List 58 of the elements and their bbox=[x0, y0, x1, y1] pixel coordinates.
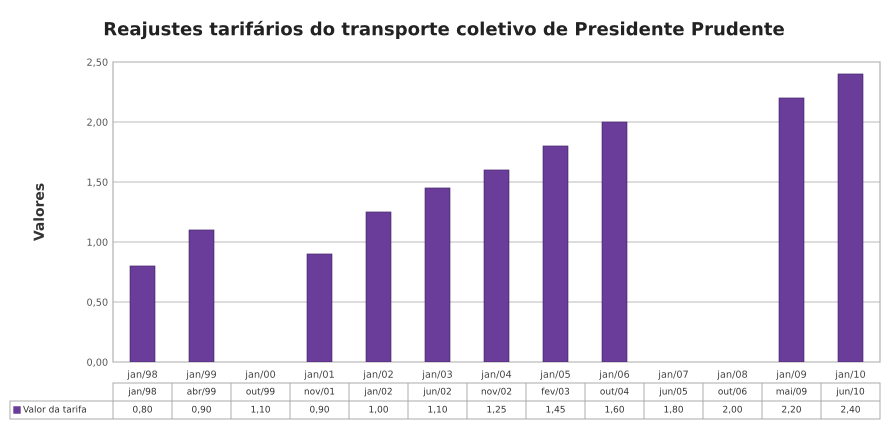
text: out/06 bbox=[718, 388, 747, 396]
x-tick-label: jan/10 bbox=[835, 370, 866, 380]
text: 0,90 bbox=[310, 406, 329, 414]
bar bbox=[778, 98, 804, 362]
bar bbox=[366, 212, 392, 362]
text: 1,80 bbox=[664, 406, 683, 414]
bar bbox=[838, 74, 864, 362]
text: out/04 bbox=[600, 388, 629, 396]
bar bbox=[542, 146, 568, 362]
text: 0,80 bbox=[133, 406, 152, 414]
x-tick-label: jan/06 bbox=[599, 370, 630, 380]
bar bbox=[306, 254, 332, 362]
text: jun/02 bbox=[423, 388, 451, 396]
text: 2,00 bbox=[723, 406, 742, 414]
text: 1,00 bbox=[369, 406, 388, 414]
x-tick-label: jan/01 bbox=[304, 370, 334, 380]
x-tick-label: jan/00 bbox=[245, 370, 276, 380]
y-axis-title: Valores bbox=[33, 184, 44, 242]
y-tick-label: 1,00 bbox=[88, 238, 108, 247]
text: 2,40 bbox=[841, 406, 860, 414]
x-tick-label: jan/07 bbox=[658, 370, 688, 380]
text: nov/01 bbox=[304, 388, 334, 396]
x-tick-label: jan/08 bbox=[717, 370, 748, 380]
text: 1,45 bbox=[546, 406, 565, 414]
text: mai/09 bbox=[776, 388, 807, 396]
x-tick-label: jan/03 bbox=[422, 370, 452, 380]
text: jan/98 bbox=[128, 388, 156, 396]
text: 1,25 bbox=[487, 406, 506, 414]
text: 1,60 bbox=[605, 406, 624, 414]
text: jun/05 bbox=[659, 388, 687, 396]
bar bbox=[484, 170, 510, 362]
text: abr/99 bbox=[187, 388, 216, 396]
y-tick-label: 2,50 bbox=[87, 58, 108, 67]
x-tick-label: jan/99 bbox=[186, 370, 216, 380]
text: fev/03 bbox=[541, 388, 570, 396]
bar bbox=[424, 188, 450, 362]
text: 1,10 bbox=[251, 406, 270, 414]
text: out/99 bbox=[246, 388, 275, 396]
text: 0,90 bbox=[192, 406, 211, 414]
y-tick-label: 2,00 bbox=[87, 118, 108, 127]
x-tick-label: jan/98 bbox=[127, 370, 158, 380]
legend-label: Valor da tarifa bbox=[23, 406, 86, 413]
x-tick-label: jan/04 bbox=[481, 370, 512, 380]
bar bbox=[602, 122, 628, 362]
text: nov/02 bbox=[482, 388, 512, 396]
x-tick-label: jan/02 bbox=[363, 370, 393, 380]
bar bbox=[188, 230, 214, 362]
x-tick-label: jan/09 bbox=[776, 370, 806, 380]
text: jan/02 bbox=[364, 388, 392, 396]
x-tick-label: jan/05 bbox=[540, 370, 570, 380]
text: jun/10 bbox=[836, 388, 864, 396]
y-tick-label: 0,00 bbox=[87, 358, 108, 367]
text: 1,10 bbox=[428, 406, 447, 414]
text: 2,20 bbox=[782, 406, 801, 414]
chart-title: Reajustes tarifários do transporte coletivo de Presidente Prudente bbox=[104, 20, 784, 40]
bar bbox=[130, 266, 156, 362]
y-tick-label: 0,50 bbox=[87, 298, 108, 307]
y-tick-label: 1,50 bbox=[88, 178, 108, 187]
